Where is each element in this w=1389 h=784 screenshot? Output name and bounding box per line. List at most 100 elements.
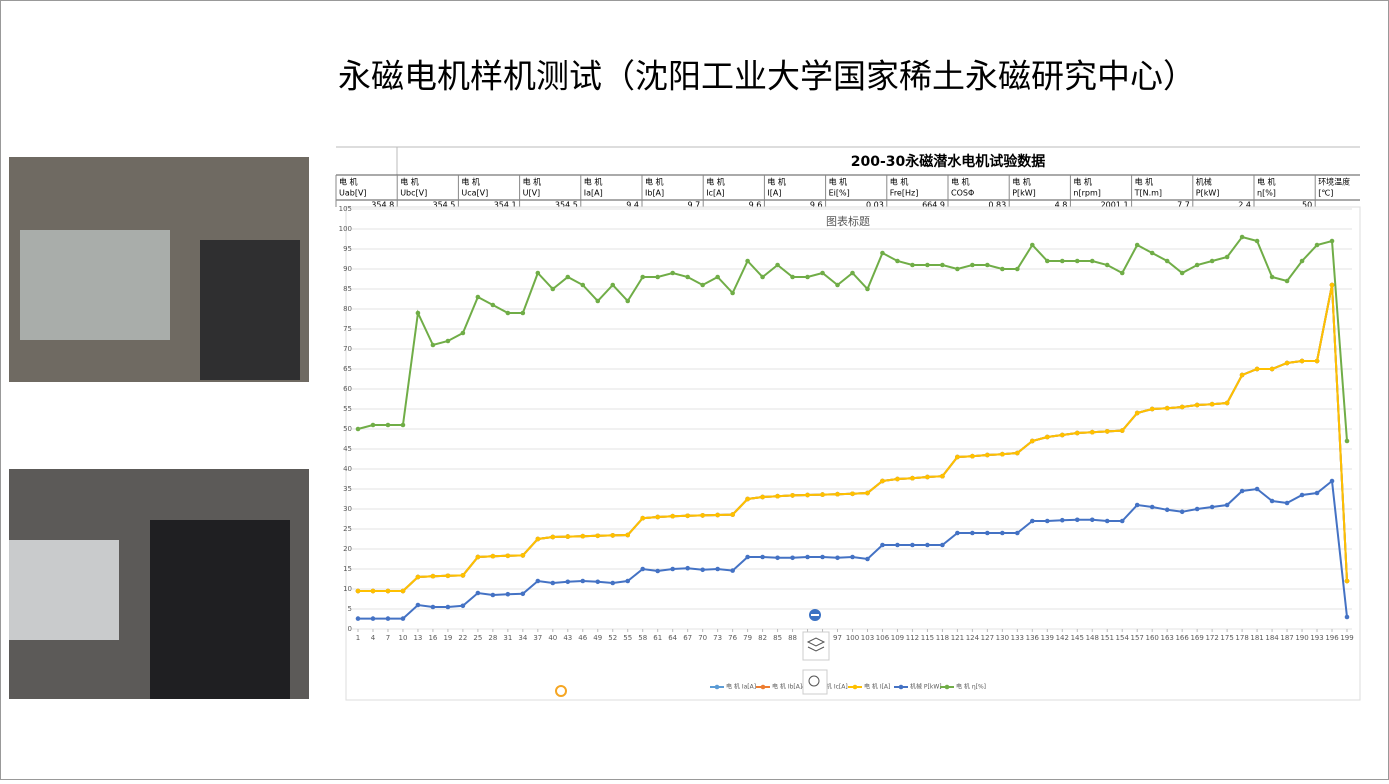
data-point bbox=[640, 515, 646, 521]
y-tick-label: 15 bbox=[343, 565, 352, 573]
table: 电 机 Uab[V] 电 机 Ubc[V] 电 机 Uca[V] 电 机 U[V] 电 机 Ia[… bbox=[335, 175, 1350, 210]
data-point bbox=[595, 533, 601, 539]
data-point bbox=[1344, 578, 1350, 584]
data-point bbox=[820, 270, 825, 276]
data-point bbox=[745, 554, 750, 560]
x-tick-label: 97 bbox=[833, 634, 842, 642]
column-header: η[%] bbox=[1257, 189, 1276, 198]
x-tick-label: 109 bbox=[891, 634, 904, 642]
legend-label: 电 机 η[%] bbox=[956, 683, 986, 691]
y-tick-label: 65 bbox=[343, 365, 352, 373]
photo-detail bbox=[150, 520, 290, 699]
data-point bbox=[745, 258, 750, 264]
data-point bbox=[1239, 488, 1245, 494]
zoom-button[interactable] bbox=[802, 669, 828, 695]
x-tick-label: 43 bbox=[563, 634, 572, 642]
data-point bbox=[1299, 258, 1305, 264]
data-point bbox=[655, 568, 660, 574]
data-point bbox=[850, 491, 855, 497]
data-point bbox=[730, 568, 735, 573]
x-tick-label: 100 bbox=[846, 634, 859, 642]
data-point bbox=[415, 310, 421, 316]
column-header: P[kW] bbox=[1196, 189, 1220, 198]
y-tick-label: 90 bbox=[343, 265, 352, 273]
data-point bbox=[1000, 266, 1005, 272]
photo-detail bbox=[200, 240, 300, 380]
data-point bbox=[1254, 238, 1260, 244]
data-point bbox=[385, 422, 391, 428]
data-point bbox=[670, 270, 675, 276]
data-point bbox=[655, 274, 660, 280]
data-point bbox=[1224, 254, 1230, 260]
data-point bbox=[820, 554, 825, 560]
x-tick-label: 85 bbox=[773, 634, 782, 642]
data-point bbox=[940, 473, 945, 479]
data-point bbox=[1104, 518, 1110, 524]
y-tick-label: 40 bbox=[343, 465, 352, 473]
x-tick-label: 52 bbox=[608, 634, 617, 642]
data-point bbox=[820, 492, 825, 497]
x-tick-label: 28 bbox=[488, 634, 497, 642]
data-point bbox=[880, 478, 885, 484]
data-point bbox=[1149, 504, 1155, 510]
data-point bbox=[460, 330, 466, 336]
data-point bbox=[670, 566, 675, 572]
x-tick-label: 193 bbox=[1310, 634, 1323, 642]
data-point bbox=[1045, 258, 1050, 264]
refresh-icon[interactable] bbox=[555, 685, 567, 697]
y-tick-label: 10 bbox=[343, 585, 352, 593]
data-point bbox=[955, 266, 960, 272]
y-tick-label: 0 bbox=[348, 625, 352, 633]
data-point bbox=[520, 553, 526, 558]
legend-swatch bbox=[898, 684, 904, 690]
data-point bbox=[940, 542, 945, 548]
column-header: 电 机 bbox=[890, 177, 909, 187]
column-header: I[A] bbox=[767, 189, 781, 198]
x-tick-label: 178 bbox=[1235, 634, 1248, 642]
x-tick-label: 82 bbox=[758, 634, 767, 642]
y-tick-label: 20 bbox=[343, 545, 352, 553]
data-point bbox=[445, 573, 451, 579]
column-header: 机械 bbox=[1196, 177, 1212, 187]
data-point bbox=[865, 286, 870, 292]
data-point bbox=[970, 453, 975, 459]
data-point bbox=[580, 578, 586, 584]
x-tick-label: 103 bbox=[861, 634, 874, 642]
data-point bbox=[1314, 242, 1320, 248]
layers-icon bbox=[806, 637, 826, 652]
data-point bbox=[1030, 518, 1035, 524]
x-tick-label: 88 bbox=[788, 634, 797, 642]
cell-value: 9.7 bbox=[687, 201, 700, 210]
y-tick-label: 95 bbox=[343, 245, 352, 253]
data-point bbox=[700, 282, 705, 288]
x-tick-label: 73 bbox=[713, 634, 722, 642]
data-point bbox=[880, 250, 885, 256]
data-point bbox=[1164, 405, 1170, 411]
data-point bbox=[925, 474, 930, 480]
legend-swatch bbox=[760, 684, 766, 690]
data-point bbox=[1239, 234, 1245, 240]
data-point bbox=[1179, 270, 1185, 276]
data-point bbox=[835, 491, 840, 497]
data-point bbox=[1284, 500, 1290, 506]
column-header: 电 机 bbox=[951, 177, 970, 187]
data-point bbox=[1269, 366, 1275, 372]
x-tick-label: 148 bbox=[1086, 634, 1099, 642]
x-tick-label: 112 bbox=[906, 634, 919, 642]
x-tick-label: 136 bbox=[1026, 634, 1040, 642]
data-point bbox=[1149, 406, 1155, 412]
slide-title: 永磁电机样机测试（沈阳工业大学国家稀土永磁研究中心） bbox=[338, 57, 1196, 96]
data-point bbox=[385, 588, 391, 594]
data-point bbox=[1179, 404, 1185, 410]
photo-detail bbox=[20, 230, 170, 340]
x-tick-label: 1 bbox=[356, 634, 360, 642]
data-point bbox=[1164, 258, 1170, 264]
x-tick-label: 133 bbox=[1011, 634, 1024, 642]
data-point bbox=[1089, 517, 1095, 523]
data-point bbox=[535, 270, 541, 276]
y-tick-label: 35 bbox=[343, 485, 352, 493]
data-point bbox=[1059, 432, 1065, 438]
data-point bbox=[715, 512, 720, 518]
data-point bbox=[370, 422, 376, 428]
x-tick-label: 49 bbox=[593, 634, 602, 642]
